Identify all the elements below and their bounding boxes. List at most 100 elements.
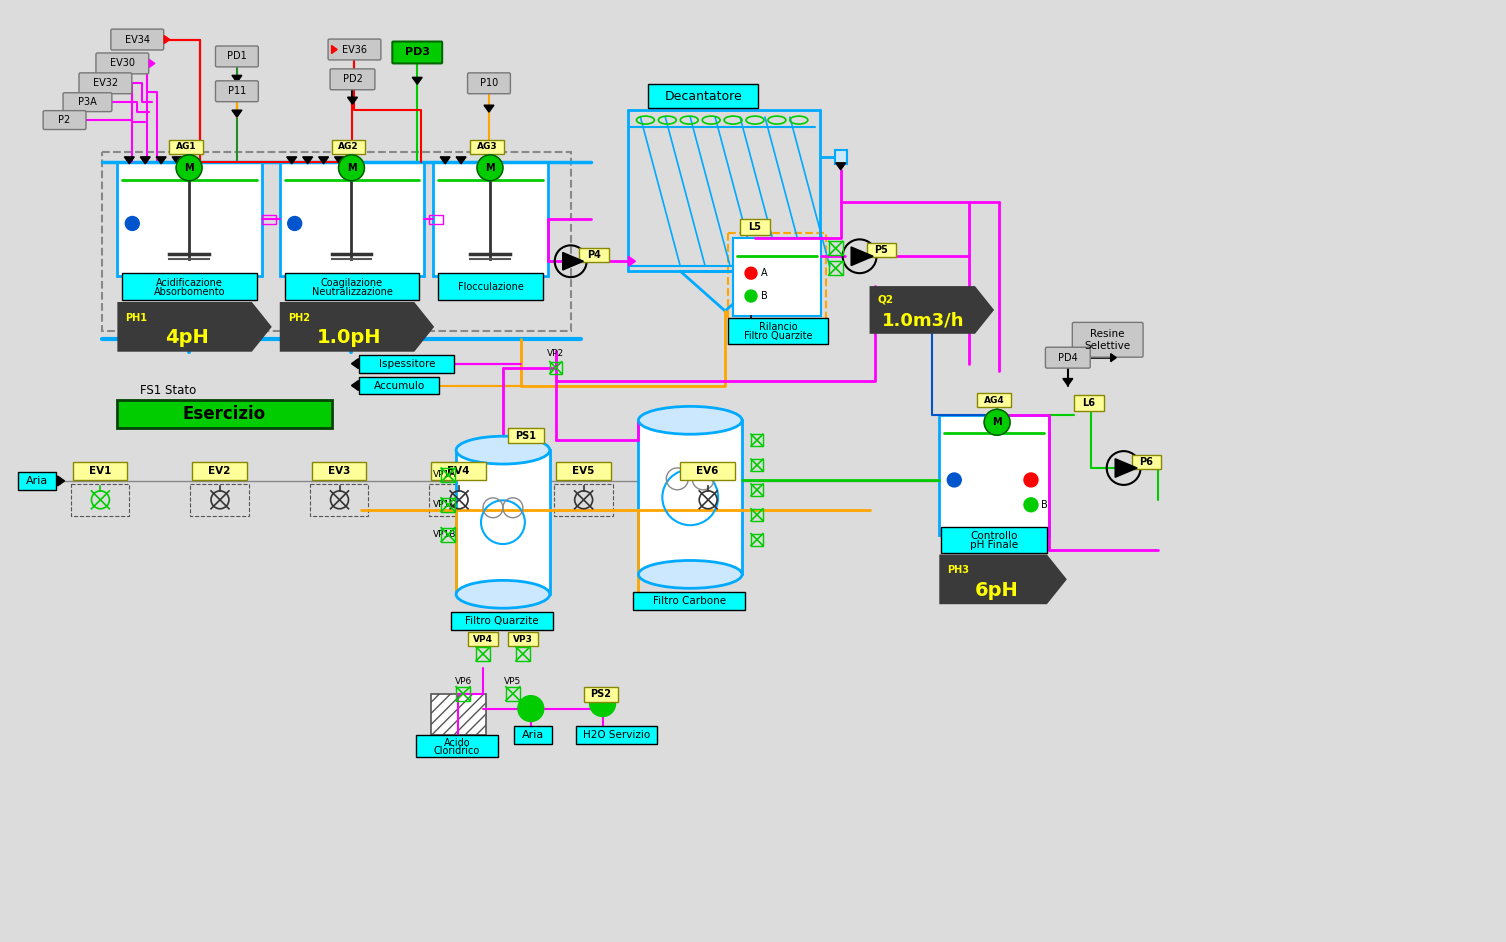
Circle shape [1024,473,1038,487]
Bar [470,140,505,154]
Text: pH Finale: pH Finale [970,540,1018,550]
Bar [649,84,758,108]
Polygon shape [836,163,846,170]
Polygon shape [117,302,271,351]
Circle shape [983,410,1011,435]
FancyBboxPatch shape [111,29,164,50]
Bar [828,241,843,255]
Circle shape [590,690,616,717]
Polygon shape [280,302,434,351]
Bar [102,152,571,331]
Bar [727,234,825,321]
Text: Aria: Aria [26,476,48,486]
FancyBboxPatch shape [328,39,381,60]
FancyBboxPatch shape [96,53,149,73]
Bar [866,243,896,257]
Bar [681,463,735,479]
Text: M: M [346,163,357,172]
Bar [71,484,130,515]
Bar [1131,455,1161,469]
Bar [476,647,489,661]
Text: Q2: Q2 [878,295,893,304]
Polygon shape [440,157,450,164]
Bar [441,528,455,542]
Bar [117,162,262,276]
Text: VP1A: VP1A [434,470,456,479]
Bar [441,497,455,512]
Circle shape [745,290,758,302]
Circle shape [339,154,364,181]
Bar [941,527,1047,553]
Text: P11: P11 [227,87,245,96]
Polygon shape [303,157,313,164]
Bar [438,273,542,300]
Bar [429,215,443,224]
Polygon shape [157,157,166,164]
Bar [727,317,828,344]
Bar [285,273,419,300]
Text: AG3: AG3 [477,142,497,152]
Polygon shape [851,247,873,266]
Bar [834,150,846,164]
Bar [508,632,538,646]
Bar [169,140,203,154]
Text: EV5: EV5 [572,466,595,476]
Text: P6: P6 [1140,457,1154,467]
Polygon shape [232,75,242,82]
Polygon shape [346,157,357,164]
Polygon shape [351,359,358,368]
Text: Ispessitore: Ispessitore [378,359,435,368]
Bar [452,612,553,630]
FancyBboxPatch shape [63,92,111,112]
Text: Acido: Acido [444,739,470,748]
Bar [193,463,247,479]
Text: VP1B: VP1B [434,530,456,539]
Bar [262,215,276,224]
Polygon shape [413,77,422,84]
Text: EV2: EV2 [208,466,230,476]
Polygon shape [140,157,151,164]
Text: Decantatore: Decantatore [664,89,742,103]
Bar [360,355,455,373]
Text: PH3: PH3 [947,565,970,576]
Polygon shape [57,476,65,486]
Bar [678,484,736,515]
Bar [584,687,619,702]
Text: H2O Servizio: H2O Servizio [583,730,651,740]
Text: VP5: VP5 [505,677,521,687]
Text: Resine
Selettive: Resine Selettive [1084,329,1131,350]
Circle shape [125,217,139,231]
Bar [940,415,1048,535]
Bar [733,238,821,316]
Text: PD4: PD4 [1057,352,1078,363]
Text: P2: P2 [59,115,71,125]
Text: Absorbomento: Absorbomento [154,287,226,297]
Bar [550,362,562,374]
Text: Accumulo: Accumulo [373,381,425,391]
FancyBboxPatch shape [393,41,443,63]
Polygon shape [1114,459,1137,478]
Bar [514,726,551,744]
Text: EV30: EV30 [110,58,136,69]
Circle shape [518,696,544,722]
Bar [456,450,550,594]
Text: B: B [1041,500,1048,510]
Bar [310,484,369,515]
Polygon shape [456,157,465,164]
Ellipse shape [456,436,550,464]
Text: Aria: Aria [521,730,544,740]
Polygon shape [164,36,170,43]
FancyBboxPatch shape [1072,322,1143,357]
Text: PD1: PD1 [227,52,247,61]
Ellipse shape [639,560,742,589]
FancyBboxPatch shape [1045,348,1090,368]
Text: FS1 Stato: FS1 Stato [140,384,196,397]
Text: VP6: VP6 [455,677,471,687]
Polygon shape [125,157,134,164]
Bar [456,687,470,701]
Text: 6pH: 6pH [974,581,1018,600]
Bar [360,377,440,395]
Polygon shape [1111,353,1116,362]
Text: Acidificazione: Acidificazione [157,278,223,287]
Bar [190,484,248,515]
